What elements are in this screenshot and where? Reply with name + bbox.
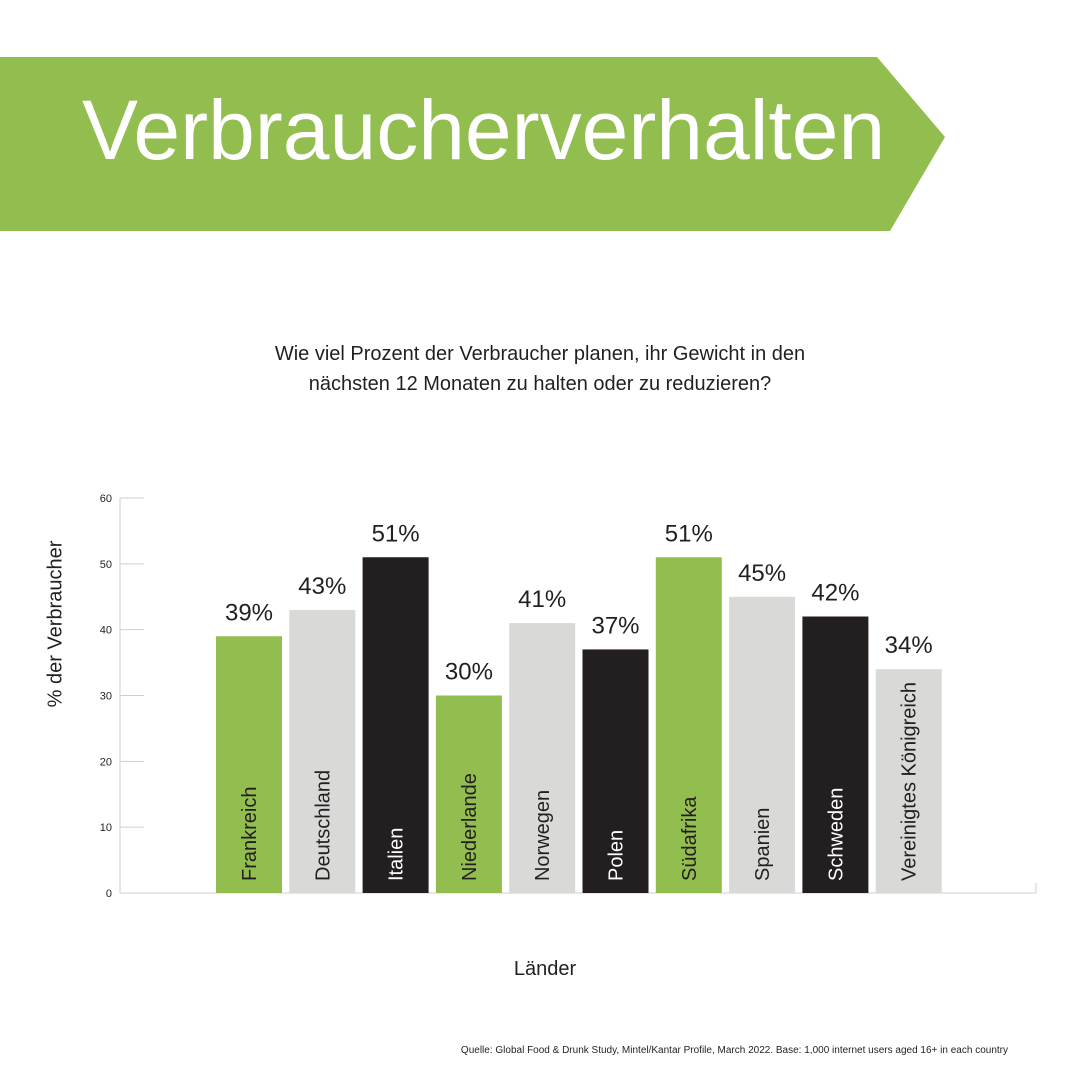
category-label: Vereinigtes Königreich (899, 682, 921, 881)
y-axis-label: % der Verbraucher (44, 540, 67, 708)
category-label: Niederlande (459, 773, 481, 881)
data-label: 39% (225, 599, 273, 626)
source-note: Quelle: Global Food & Drunk Study, Minte… (460, 1045, 1008, 1056)
data-label: 34% (885, 632, 933, 659)
category-label: Deutschland (312, 770, 334, 881)
category-label: Spanien (752, 808, 774, 881)
y-tick-label: 0 (106, 888, 112, 900)
bar-4 (435, 695, 502, 893)
data-label: 51% (665, 520, 713, 547)
bar-8 (729, 596, 796, 893)
category-label: Südafrika (679, 796, 701, 881)
category-label: Frankreich (239, 787, 261, 881)
y-tick-label: 60 (100, 493, 112, 505)
y-axis-ticks: 0 10 20 30 40 50 60 (100, 493, 144, 900)
y-tick-label: 10 (100, 822, 112, 834)
chart-bars (216, 557, 942, 893)
data-label: 45% (738, 560, 786, 587)
bar-2 (289, 609, 356, 893)
chart-question-line-1: Wie viel Prozent der Verbraucher planen,… (274, 343, 806, 365)
data-label: 51% (372, 520, 420, 547)
y-tick-label: 20 (100, 756, 112, 768)
page-title: Verbraucherverhalten (82, 83, 886, 177)
bar-10 (875, 669, 942, 893)
category-labels: Frankreich Deutschland Italien Niederlande N… (239, 682, 921, 881)
bar-3 (362, 557, 429, 893)
data-label: 41% (518, 586, 566, 613)
bar-7 (655, 557, 722, 893)
y-tick-label: 30 (100, 691, 112, 703)
bar-6 (582, 649, 649, 893)
category-label: Schweden (825, 788, 847, 881)
y-tick-label: 40 (100, 625, 112, 637)
data-label: 30% (445, 659, 493, 686)
y-tick-label: 50 (100, 559, 112, 571)
category-label: Polen (606, 830, 628, 881)
data-label: 43% (298, 573, 346, 600)
x-axis-label: Länder (513, 958, 577, 980)
bar-5 (509, 623, 576, 893)
data-label: 42% (811, 580, 859, 607)
data-labels: 39% 43% 51% 30% 41% 37% 51% 45% 42% 34% (225, 520, 933, 685)
data-label: 37% (591, 612, 639, 639)
bar-9 (802, 616, 869, 893)
chart-question-line-2: nächsten 12 Monaten zu halten oder zu re… (308, 373, 772, 395)
bar-1 (216, 636, 282, 893)
category-label: Italien (386, 828, 408, 881)
header-banner (0, 57, 945, 231)
category-label: Norwegen (532, 790, 554, 881)
